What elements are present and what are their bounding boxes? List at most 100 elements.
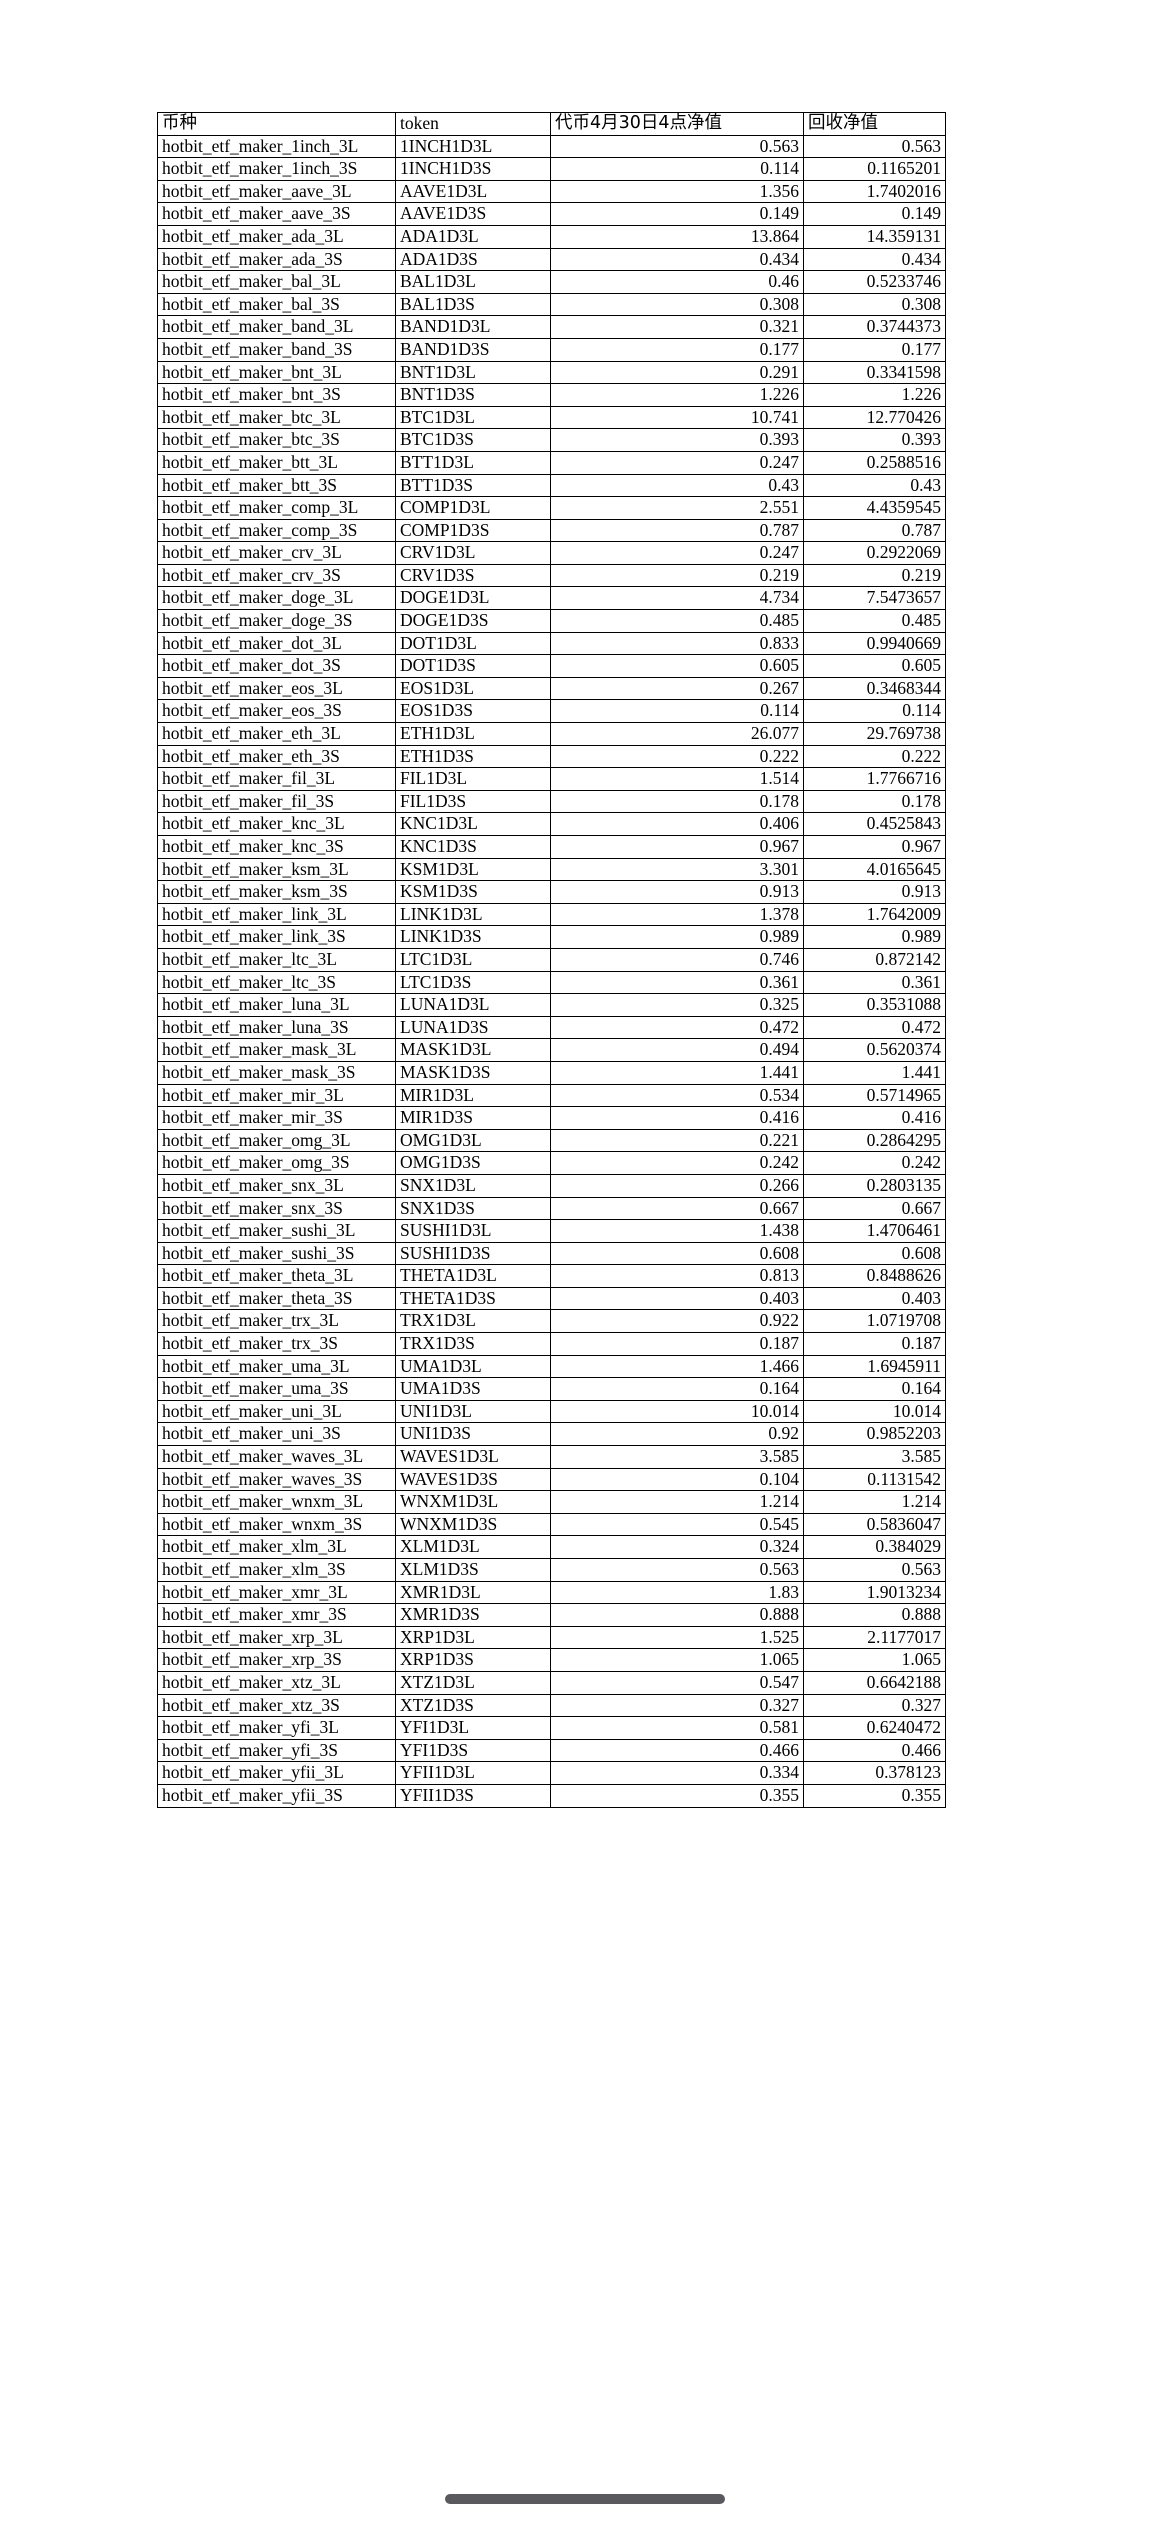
cell-recovery-value: 0.178 (803, 789, 946, 814)
cell-net-value: 0.92 (550, 1422, 804, 1447)
cell-net-value: 10.741 (550, 405, 804, 430)
table-row: hotbit_etf_maker_xlm_3L XLM1D3L 0.324 0.384… (157, 1535, 946, 1559)
table-row: hotbit_etf_maker_mir_3S MIR1D3S 0.416 0.416 (157, 1106, 946, 1130)
cell-token: LINK1D3S (395, 925, 551, 949)
cell-net-value: 0.967 (550, 835, 804, 859)
cell-token: YFI1D3S (395, 1738, 551, 1763)
cell-net-value: 0.164 (550, 1377, 804, 1401)
cell-recovery-value: 0.485 (803, 609, 946, 633)
cell-net-value: 0.563 (550, 1558, 804, 1582)
cell-recovery-value: 0.2588516 (803, 450, 946, 475)
cell-recovery-value: 1.0719708 (803, 1309, 946, 1334)
cell-net-value: 0.325 (550, 993, 804, 1017)
cell-net-value: 1.378 (550, 902, 804, 927)
cell-coin-name: hotbit_etf_maker_crv_3S (157, 563, 396, 588)
cell-token: COMP1D3L (395, 496, 551, 520)
cell-recovery-value: 0.466 (803, 1738, 946, 1763)
cell-net-value: 0.989 (550, 925, 804, 949)
cell-token: DOGE1D3L (395, 586, 551, 611)
cell-coin-name: hotbit_etf_maker_band_3L (157, 315, 396, 339)
cell-coin-name: hotbit_etf_maker_trx_3L (157, 1309, 396, 1334)
cell-token: WAVES1D3L (395, 1445, 551, 1469)
table-row: hotbit_etf_maker_snx_3L SNX1D3L 0.266 0.280… (157, 1173, 946, 1198)
cell-token: KNC1D3S (395, 835, 551, 859)
table-row: hotbit_etf_maker_btc_3L BTC1D3L 10.741 12.7… (157, 405, 946, 430)
table-row: hotbit_etf_maker_link_3L LINK1D3L 1.378 1.7… (157, 902, 946, 927)
cell-net-value: 0.833 (550, 631, 804, 656)
table-row: hotbit_etf_maker_aave_3L AAVE1D3L 1.356 1.7… (157, 179, 946, 204)
cell-net-value: 1.466 (550, 1354, 804, 1379)
cell-coin-name: hotbit_etf_maker_snx_3L (157, 1173, 396, 1198)
column-header-token: token (395, 112, 551, 136)
cell-coin-name: hotbit_etf_maker_sushi_3S (157, 1241, 396, 1266)
cell-coin-name: hotbit_etf_maker_waves_3L (157, 1445, 396, 1469)
home-indicator[interactable] (445, 2494, 725, 2504)
cell-coin-name: hotbit_etf_maker_bnt_3S (157, 383, 396, 407)
cell-recovery-value: 0.1131542 (803, 1467, 946, 1492)
table-row: hotbit_etf_maker_xrp_3L XRP1D3L 1.525 2.117… (157, 1625, 946, 1650)
cell-coin-name: hotbit_etf_maker_knc_3S (157, 835, 396, 859)
cell-net-value: 0.746 (550, 947, 804, 972)
cell-net-value: 26.077 (550, 722, 804, 746)
cell-token: TRX1D3S (395, 1332, 551, 1356)
cell-token: MASK1D3S (395, 1060, 551, 1085)
cell-recovery-value: 0.4525843 (803, 812, 946, 836)
cell-coin-name: hotbit_etf_maker_fil_3S (157, 789, 396, 814)
cell-coin-name: hotbit_etf_maker_btt_3L (157, 450, 396, 475)
table-row: hotbit_etf_maker_eth_3L ETH1D3L 26.077 29.7… (157, 722, 946, 746)
table-row: hotbit_etf_maker_band_3S BAND1D3S 0.177 0.1… (157, 337, 946, 362)
table-row: hotbit_etf_maker_bnt_3S BNT1D3S 1.226 1.226 (157, 383, 946, 407)
cell-net-value: 0.104 (550, 1467, 804, 1492)
cell-recovery-value: 0.1165201 (803, 157, 946, 181)
cell-coin-name: hotbit_etf_maker_theta_3S (157, 1286, 396, 1311)
cell-token: WNXM1D3L (395, 1490, 551, 1514)
table-row: hotbit_etf_maker_luna_3L LUNA1D3L 0.325 0.3… (157, 993, 946, 1017)
cell-coin-name: hotbit_etf_maker_link_3L (157, 902, 396, 927)
cell-recovery-value: 0.5620374 (803, 1038, 946, 1062)
cell-net-value: 0.187 (550, 1332, 804, 1356)
cell-net-value: 3.585 (550, 1445, 804, 1469)
table-row: hotbit_etf_maker_ksm_3S KSM1D3S 0.913 0.913 (157, 880, 946, 904)
cell-token: DOT1D3L (395, 631, 551, 656)
table-body: hotbit_etf_maker_1inch_3L 1INCH1D3L 0.563 0… (157, 134, 946, 1808)
cell-coin-name: hotbit_etf_maker_eos_3S (157, 699, 396, 724)
cell-recovery-value: 0.6642188 (803, 1670, 946, 1695)
cell-net-value: 0.485 (550, 609, 804, 633)
cell-net-value: 0.178 (550, 789, 804, 814)
cell-recovery-value: 0.403 (803, 1286, 946, 1311)
cell-token: XRP1D3L (395, 1625, 551, 1650)
table-row: hotbit_etf_maker_eos_3S EOS1D3S 0.114 0.114 (157, 699, 946, 724)
table-row: hotbit_etf_maker_link_3S LINK1D3S 0.989 0.9… (157, 925, 946, 949)
cell-net-value: 0.291 (550, 360, 804, 385)
cell-net-value: 0.581 (550, 1716, 804, 1740)
table-header: 币种 token 代币4月30日4点净值 回收净值 (157, 112, 946, 136)
cell-net-value: 0.393 (550, 428, 804, 452)
table-row: hotbit_etf_maker_xmr_3L XMR1D3L 1.83 1.9013… (157, 1580, 946, 1605)
table-row: hotbit_etf_maker_xmr_3S XMR1D3S 0.888 0.888 (157, 1603, 946, 1627)
cell-net-value: 0.608 (550, 1241, 804, 1266)
cell-coin-name: hotbit_etf_maker_eos_3L (157, 676, 396, 701)
cell-net-value: 0.46 (550, 270, 804, 294)
table-row: hotbit_etf_maker_dot_3L DOT1D3L 0.833 0.994… (157, 631, 946, 656)
cell-token: FIL1D3S (395, 789, 551, 814)
table-row: hotbit_etf_maker_luna_3S LUNA1D3S 0.472 0.4… (157, 1015, 946, 1040)
cell-coin-name: hotbit_etf_maker_bal_3S (157, 292, 396, 317)
cell-net-value: 0.434 (550, 247, 804, 272)
cell-recovery-value: 0.378123 (803, 1761, 946, 1785)
cell-net-value: 0.547 (550, 1670, 804, 1695)
cell-recovery-value: 4.4359545 (803, 496, 946, 520)
cell-coin-name: hotbit_etf_maker_ltc_3S (157, 970, 396, 995)
cell-token: 1INCH1D3S (395, 157, 551, 181)
table-row: hotbit_etf_maker_dot_3S DOT1D3S 0.605 0.605 (157, 654, 946, 678)
table-row: hotbit_etf_maker_band_3L BAND1D3L 0.321 0.3… (157, 315, 946, 339)
cell-token: YFII1D3S (395, 1783, 551, 1808)
table-row: hotbit_etf_maker_ltc_3L LTC1D3L 0.746 0.872… (157, 947, 946, 972)
cell-token: AAVE1D3S (395, 202, 551, 226)
cell-recovery-value: 0.9852203 (803, 1422, 946, 1447)
cell-token: WAVES1D3S (395, 1467, 551, 1492)
table-row: hotbit_etf_maker_uni_3L UNI1D3L 10.014 10.0… (157, 1399, 946, 1424)
table-row: hotbit_etf_maker_trx_3L TRX1D3L 0.922 1.071… (157, 1309, 946, 1334)
cell-recovery-value: 1.4706461 (803, 1219, 946, 1243)
cell-recovery-value: 0.6240472 (803, 1716, 946, 1740)
